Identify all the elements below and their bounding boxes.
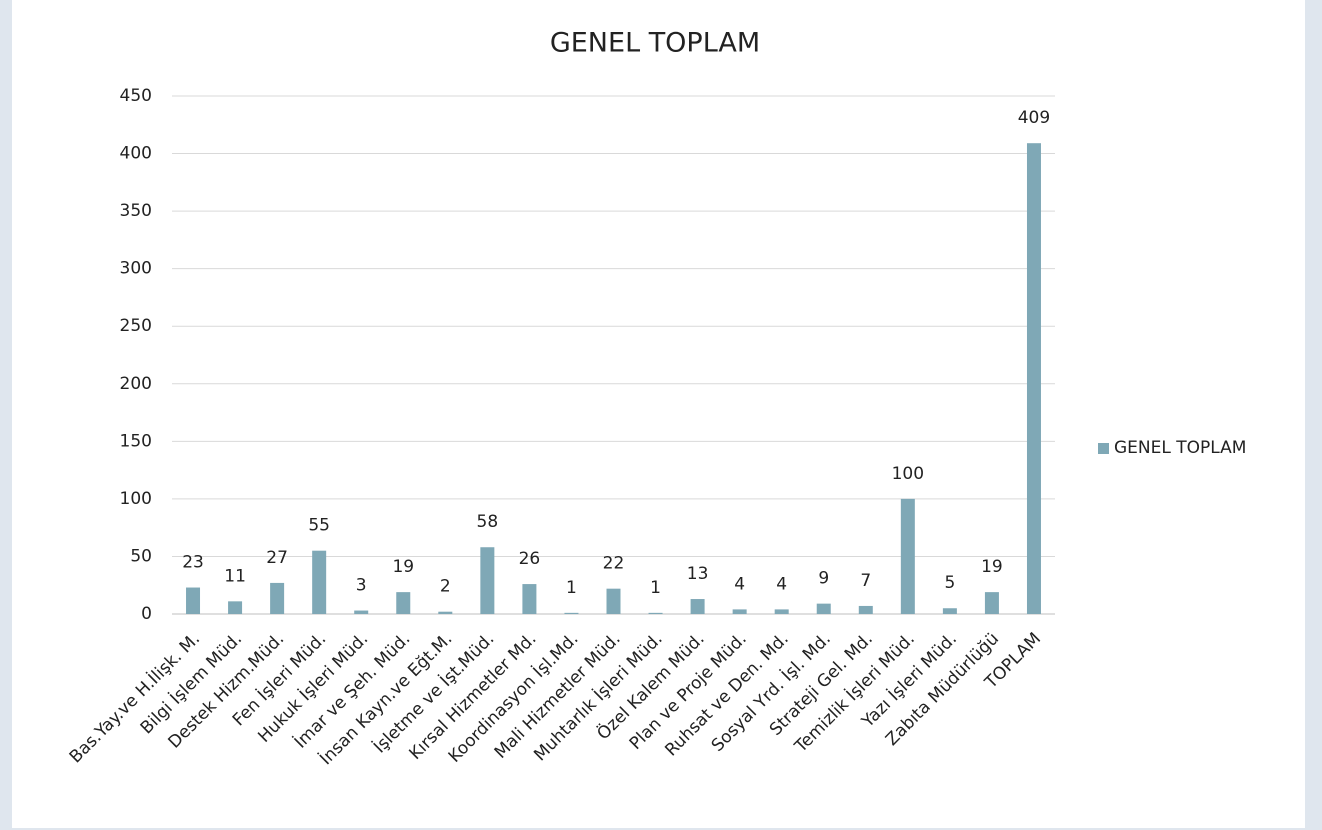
y-tick-label: 250 (120, 316, 152, 336)
chart-panel (12, 0, 1305, 828)
bar (228, 601, 243, 614)
bar (438, 611, 453, 614)
y-tick-label: 450 (120, 86, 152, 106)
chart-title: GENEL TOPLAM (550, 28, 760, 59)
data-label: 11 (224, 566, 246, 586)
y-tick-label: 350 (120, 201, 152, 221)
bar (984, 592, 999, 614)
data-label: 22 (603, 554, 625, 574)
data-label: 26 (519, 549, 541, 569)
y-tick-label: 400 (120, 144, 152, 164)
data-label: 23 (182, 553, 204, 573)
y-tick-label: 300 (120, 259, 152, 279)
data-label: 4 (734, 574, 745, 594)
bar (774, 609, 789, 614)
data-label: 1 (566, 578, 577, 598)
data-label: 13 (687, 564, 709, 584)
data-label: 1 (650, 578, 661, 598)
bar (354, 610, 369, 614)
data-label: 5 (944, 573, 955, 593)
bar (942, 608, 957, 614)
data-label: 7 (860, 571, 871, 591)
legend-label: GENEL TOPLAM (1114, 438, 1246, 458)
bar (816, 603, 831, 614)
bar (606, 588, 621, 614)
y-tick-label: 200 (120, 374, 152, 394)
bar (690, 599, 705, 614)
data-label: 9 (818, 569, 829, 589)
legend-swatch (1098, 443, 1109, 454)
y-tick-label: 150 (120, 431, 152, 451)
y-tick-label: 50 (130, 546, 152, 566)
data-label: 27 (266, 548, 288, 568)
bar (522, 584, 537, 614)
data-label: 58 (477, 512, 499, 532)
bar (858, 605, 873, 614)
bar (270, 582, 285, 614)
data-label: 409 (1018, 108, 1050, 128)
bar (312, 550, 327, 614)
y-tick-label: 0 (141, 604, 152, 624)
data-label: 19 (392, 557, 414, 577)
data-label: 55 (308, 516, 330, 536)
y-tick-label: 100 (120, 489, 152, 509)
bar (186, 587, 201, 614)
data-label: 4 (776, 574, 787, 594)
bar (480, 547, 495, 614)
data-label: 3 (356, 576, 367, 596)
bar (900, 498, 915, 614)
bar (1026, 143, 1041, 614)
bar (732, 609, 747, 614)
bar (648, 612, 663, 614)
bar (396, 592, 411, 614)
bar (564, 612, 579, 614)
data-label: 100 (892, 464, 924, 484)
data-label: 19 (981, 557, 1003, 577)
data-label: 2 (440, 577, 451, 597)
